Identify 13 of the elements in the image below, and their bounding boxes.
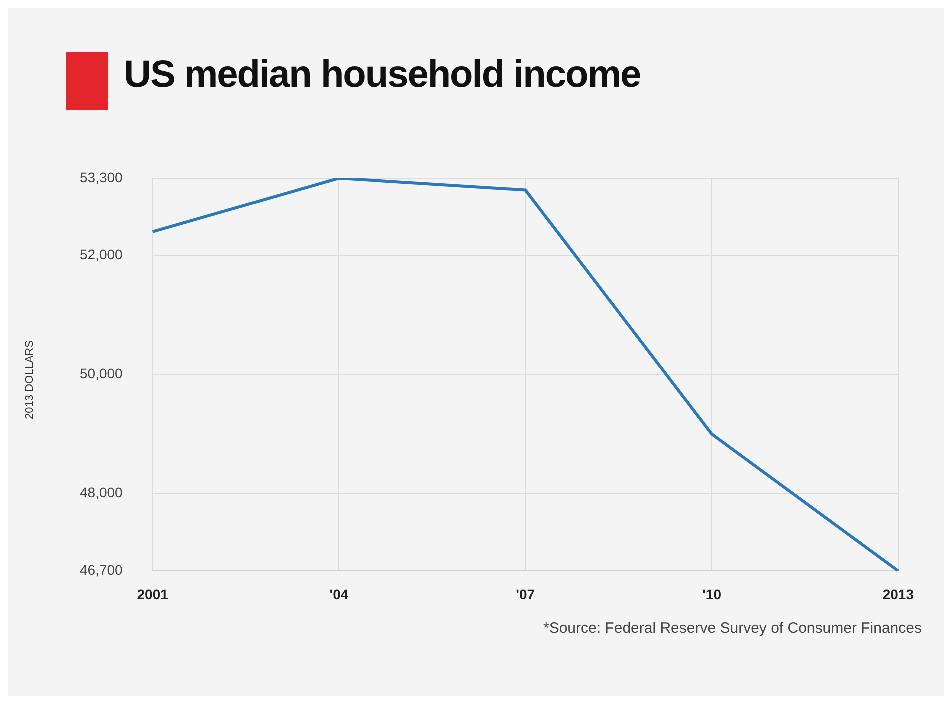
y-tick-label: 50,000 — [80, 366, 124, 382]
y-tick-label: 46,700 — [80, 562, 124, 578]
x-tick-label: '07 — [516, 586, 536, 602]
chart-title: US median household income — [124, 54, 641, 97]
x-tick-label: '10 — [702, 586, 722, 602]
x-tick-label: 2001 — [137, 586, 169, 602]
y-tick-label: 53,300 — [80, 169, 124, 186]
x-tick-label: '04 — [330, 586, 349, 602]
y-axis-title: 2013 DOLLARS — [24, 340, 36, 420]
y-tick-label: 48,000 — [80, 484, 124, 501]
text: *Source: Federal Reserve Survey of Consumer Finances — [543, 620, 922, 637]
x-tick-label: 2013 — [882, 586, 914, 602]
y-tick-label: 52,000 — [80, 246, 124, 263]
